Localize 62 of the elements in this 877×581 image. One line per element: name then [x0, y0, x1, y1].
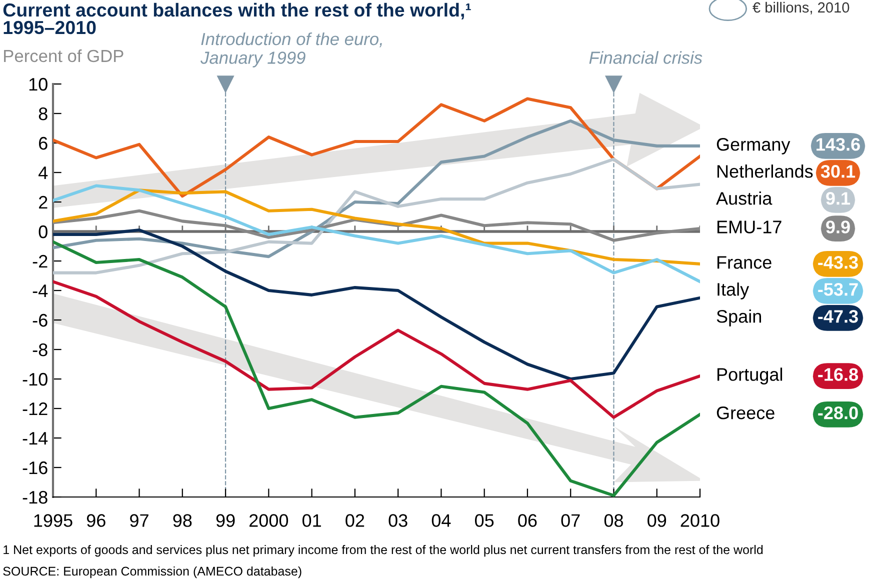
text: -16.8 [818, 368, 858, 381]
line-series [53, 188, 700, 266]
y-tick-label: -16 [22, 461, 48, 474]
text: -43.3 [818, 256, 858, 269]
legend-label: Greece [716, 406, 774, 420]
x-tick-label: 98 [173, 514, 192, 527]
line-series [53, 240, 700, 497]
series-label: Spain [716, 310, 762, 326]
legend-label: Germany [716, 138, 790, 154]
text: -28.0 [818, 406, 858, 420]
line-series [53, 228, 700, 381]
y-tick-label: 6 [39, 136, 48, 150]
y-tick-label: 2 [39, 196, 48, 209]
ref-line-label: Introduction of the euro, January 1999 [200, 32, 382, 68]
chart-subtitle: Percent of GDP [4, 49, 124, 62]
x-tick-label: 01 [302, 514, 321, 527]
x-tick-label: 06 [518, 514, 537, 527]
text: -47.3 [818, 310, 858, 323]
x-tick-label: 99 [216, 514, 235, 527]
y-tick-label: 4 [38, 166, 48, 180]
y-tick-label: 0 [38, 225, 48, 238]
x-tick-label: 2010 [680, 514, 720, 527]
y-tick-label: -12 [22, 402, 48, 416]
x-tick-label: 07 [561, 514, 580, 527]
x-tick-label: 1995 [34, 514, 72, 527]
y-tick-label: -14 [22, 432, 48, 445]
series-label: Austria [716, 192, 772, 205]
text: 143.6 [816, 138, 860, 151]
x-tick-label: 09 [648, 514, 666, 527]
text: € billions, 2010 [752, 2, 850, 14]
legend-label: Portugal [717, 368, 782, 384]
y-tick-label: 10 [29, 78, 48, 91]
x-tick-label: 97 [130, 514, 148, 527]
x-tick-label: 04 [432, 514, 451, 527]
y-tick-label: -8 [32, 343, 48, 356]
x-tick-label: 2000 [249, 514, 288, 527]
legend-label: France [717, 256, 772, 269]
x-tick-label: 03 [388, 514, 408, 527]
x-tick-label: 08 [604, 514, 623, 527]
legend-label: EMU-17 [717, 220, 782, 234]
series-label: Italy [718, 282, 750, 300]
line-series [53, 209, 700, 242]
y-tick-label: 8 [38, 107, 48, 120]
source-note: SOURCE: European Commission (AMECO database) [3, 566, 302, 578]
y-tick-label: -18 [22, 490, 48, 504]
x-tick-label: 05 [475, 514, 494, 527]
x-tick-label: 02 [346, 514, 364, 527]
y-tick-label: -6 [32, 314, 48, 327]
y-tick-label: -2 [32, 254, 48, 268]
legend-label: Netherlands [717, 164, 813, 178]
text: 1 Net exports of goods and services plus net primary income from the rest of the world plus net current transfers from the rest of the world [4, 544, 763, 557]
line-series [53, 158, 700, 274]
line-series [53, 184, 700, 284]
text: -53.7 [818, 283, 858, 296]
text: 9.1 [826, 192, 850, 205]
text: 9.9 [826, 220, 850, 234]
y-tick-label: -4 [32, 284, 48, 298]
line-series [53, 280, 700, 419]
ref-line-label: Financial crisis [589, 51, 702, 64]
x-tick-label: 96 [86, 514, 106, 527]
y-tick-label: -10 [22, 372, 48, 386]
text: 30.1 [820, 165, 856, 178]
